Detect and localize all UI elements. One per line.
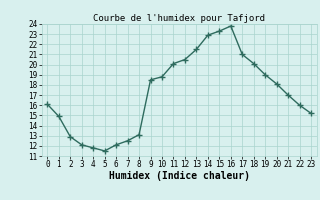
Title: Courbe de l'humidex pour Tafjord: Courbe de l'humidex pour Tafjord (93, 14, 265, 23)
X-axis label: Humidex (Indice chaleur): Humidex (Indice chaleur) (109, 171, 250, 181)
